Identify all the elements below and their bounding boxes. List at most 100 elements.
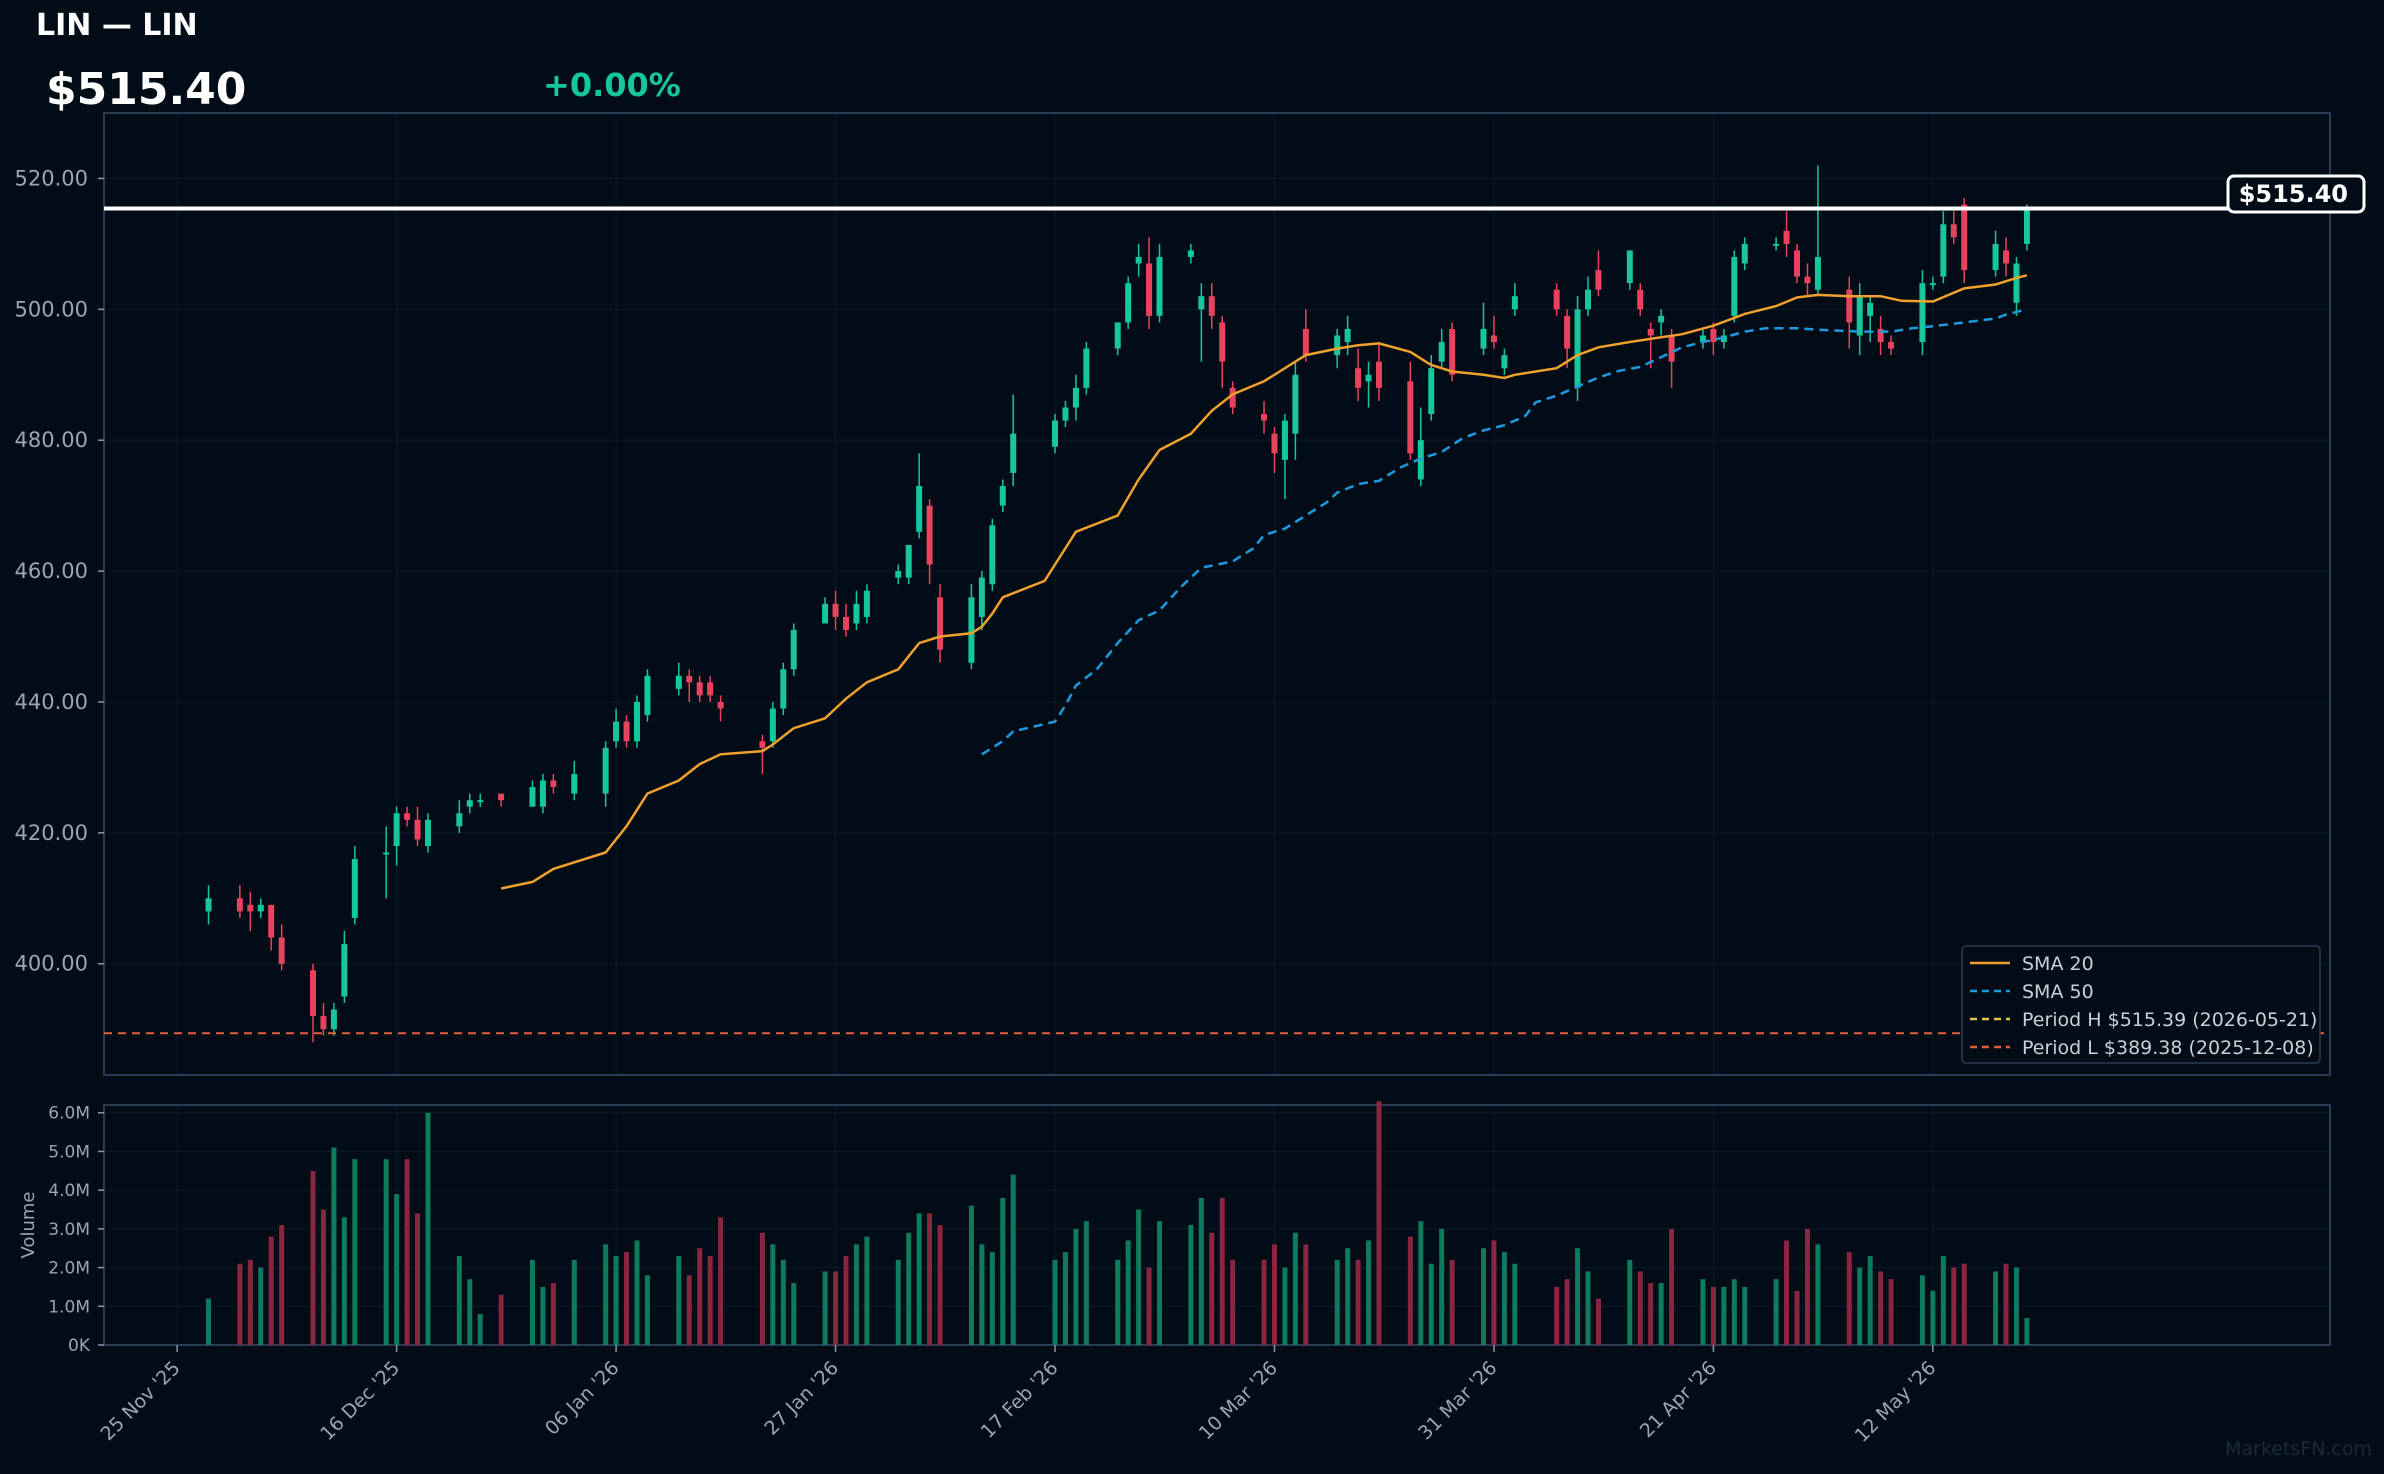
candle-up [863,590,870,617]
candle-up [613,721,620,742]
candle-up [853,603,860,624]
date-tick-label: 21 Apr '26 [1636,1357,1721,1442]
volume-bar-up [1198,1197,1204,1345]
legend-label: Period H $515.39 (2026-05-21) [2022,1009,2317,1031]
candle-down [310,970,317,1017]
candle-up [1741,243,1748,264]
candle-up [393,813,400,846]
candle-down [707,682,714,696]
volume-bar-up [1742,1286,1748,1345]
volume-bar-down [1407,1236,1413,1345]
volume-bar-up [1157,1221,1163,1345]
candle-down [1208,296,1215,316]
volume-bar-down [697,1248,703,1345]
volume-bar-up [1993,1271,1999,1345]
candle-up [424,819,431,846]
volume-bar-down [707,1255,713,1345]
volume-panel-frame [103,1104,2331,1346]
volume-bar-down [686,1275,692,1345]
candle-down [1637,289,1644,310]
volume-bar-down [1491,1240,1497,1345]
volume-bar-up [1052,1259,1058,1345]
candle-down [1490,335,1497,343]
volume-bar-up [352,1159,358,1345]
date-tick-label: 27 Jan '26 [760,1357,843,1440]
candle-up [1010,433,1017,473]
candle-down [1375,361,1382,388]
candle-down [1888,342,1895,349]
volume-bar-up [770,1244,776,1345]
volume-bar-up [1857,1267,1863,1345]
volume-tick-label: 1.0M [48,1297,90,1317]
volume-tick-label: 2.0M [48,1259,90,1279]
volume-bar-down [927,1213,933,1345]
volume-bar-up [456,1255,462,1345]
volume-bar-down [247,1259,253,1345]
volume-bar-up [1282,1267,1288,1345]
volume-bar-up [540,1286,546,1345]
candle-up [341,944,348,997]
volume-bar-up [1073,1228,1079,1345]
volume-bar-up [206,1298,212,1345]
candle-up [1940,224,1947,277]
volume-bar-down [1303,1244,1309,1345]
volume-bar-up [676,1255,682,1345]
watermark: MarketsFN.com [2225,1438,2372,1460]
candle-down [404,813,411,820]
candle-up [1585,289,1591,310]
candle-down [2003,250,2010,264]
candle-down [550,780,557,788]
candle-down [1261,414,1268,421]
candle-up [1731,256,1738,316]
volume-bar-down [310,1170,316,1345]
candle-down [1804,276,1811,284]
candle-up [1156,256,1163,316]
volume-bar-down [404,1159,410,1345]
candle-up [1438,342,1445,362]
candle-up [895,571,902,578]
volume-bar-up [1575,1248,1581,1345]
volume-bar-down [1271,1244,1277,1345]
date-tick-label: 17 Feb '26 [977,1357,1063,1443]
volume-bar-up [331,1147,337,1345]
price-tick-label: 520.00 [15,166,88,190]
volume-bar-up [1773,1279,1779,1345]
volume-bar-up [1940,1255,1946,1345]
volume-bar-down [1209,1232,1215,1345]
volume-bar-up [1867,1255,1873,1345]
volume-bar-up [916,1213,922,1345]
volume-bar-up [1334,1259,1340,1345]
date-tick-label: 31 Mar '26 [1414,1357,1501,1444]
last-price-tag-text: $515.40 [2239,180,2348,208]
volume-bar-up [1501,1252,1507,1345]
date-tick-label: 16 Dec '25 [316,1357,404,1445]
volume-bar-up [477,1314,483,1345]
volume-bar-up [1428,1263,1434,1345]
candle-up [1072,387,1079,408]
volume-bar-down [1219,1197,1225,1345]
sma20-line [500,274,2028,890]
candle-up [905,544,912,578]
volume-bar-up [791,1283,797,1345]
volume-bar-down [1794,1290,1800,1345]
volume-bar-up [258,1267,264,1345]
last-price-tag-box [2226,174,2366,214]
volume-bar-up [467,1279,473,1345]
candle-down [926,505,933,565]
volume-bar-up [634,1240,640,1345]
candle-up [1083,348,1090,388]
volume-bar-down [1564,1279,1570,1345]
legend-label: Period L $389.38 (2025-12-08) [2022,1037,2314,1059]
candle-up [916,486,923,532]
candle-up [602,747,609,794]
candle-up [1187,250,1194,257]
legend-label: SMA 50 [2022,981,2094,1003]
candle-up [1344,328,1351,343]
date-axis: 25 Nov '25 16 Dec '25 06 Jan '26 27 Jan '26… [96,1345,1940,1447]
volume-bar-up [1000,1197,1006,1345]
volume-bar-up [822,1271,828,1345]
price-tick-label: 440.00 [15,690,88,714]
candle-down [1146,263,1153,316]
price-panel-frame [103,112,2331,1076]
